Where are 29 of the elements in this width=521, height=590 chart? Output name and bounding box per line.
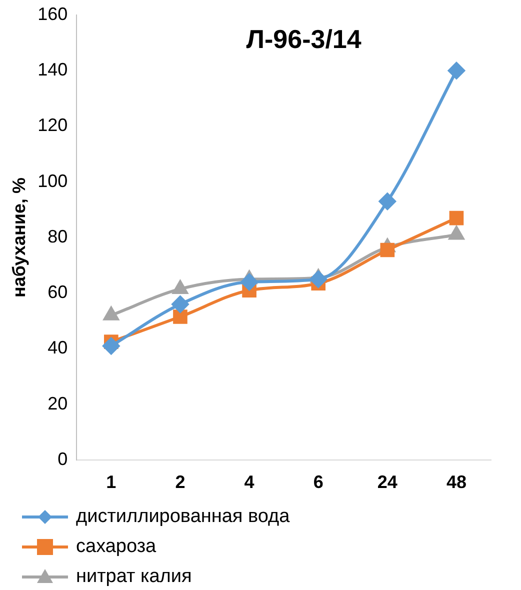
x-tick-label: 48 — [446, 472, 466, 492]
y-tick-label: 0 — [58, 448, 68, 469]
x-tick-label: 2 — [175, 472, 186, 492]
point — [172, 296, 189, 313]
point — [448, 62, 465, 80]
x-tick-label: 6 — [313, 472, 324, 492]
point — [102, 337, 120, 354]
x-tick-label: 1 — [106, 472, 116, 492]
point — [378, 192, 396, 210]
legend-label: нитрат калия — [76, 566, 192, 588]
point — [380, 242, 395, 258]
y-tick-label: 160 — [38, 4, 68, 24]
y-tick-label: 100 — [38, 170, 68, 191]
y-tick-label: 120 — [38, 115, 68, 136]
point — [310, 270, 327, 288]
y-tick-label: 140 — [38, 60, 68, 80]
y-tick-label: 60 — [48, 282, 68, 302]
x-tick-label: 4 — [244, 472, 254, 492]
legend-label: сахароза — [76, 536, 156, 558]
x-tick-label: 24 — [377, 472, 398, 492]
y-tick-label: 80 — [48, 226, 68, 246]
y-tick-label: 40 — [48, 338, 68, 358]
point — [240, 274, 258, 290]
y-tick-label: 20 — [48, 393, 68, 414]
point — [449, 210, 464, 226]
legend-label: дистиллированная вода — [76, 506, 290, 528]
y-axis-title: набухание, % — [8, 178, 29, 298]
point — [173, 310, 188, 324]
chart-title: Л-96-3/14 — [246, 24, 362, 54]
